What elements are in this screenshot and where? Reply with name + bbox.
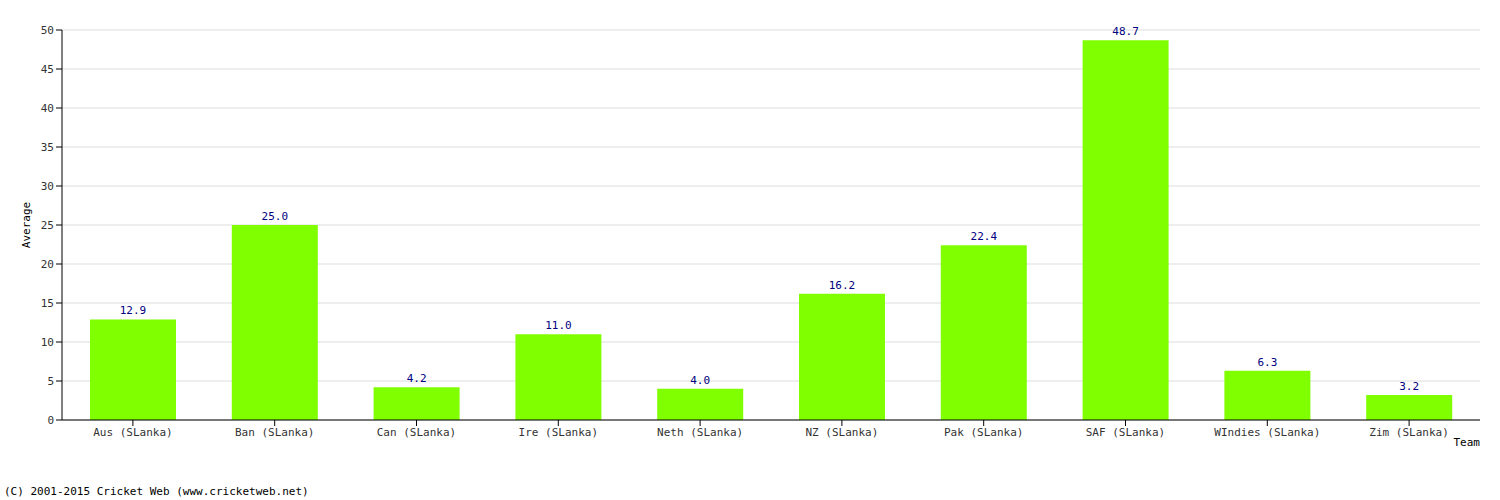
svg-text:12.9: 12.9 — [120, 304, 147, 317]
svg-text:25: 25 — [41, 219, 54, 232]
svg-text:6.3: 6.3 — [1257, 356, 1277, 369]
svg-text:Aus (SLanka): Aus (SLanka) — [93, 426, 172, 439]
svg-text:20: 20 — [41, 258, 54, 271]
svg-text:25.0: 25.0 — [262, 210, 289, 223]
svg-text:SAF (SLanka): SAF (SLanka) — [1086, 426, 1165, 439]
svg-text:Average: Average — [20, 202, 33, 248]
svg-text:4.2: 4.2 — [407, 372, 427, 385]
svg-text:Can (SLanka): Can (SLanka) — [377, 426, 456, 439]
svg-text:50: 50 — [41, 24, 54, 37]
svg-text:NZ (SLanka): NZ (SLanka) — [805, 426, 878, 439]
svg-text:16.2: 16.2 — [829, 279, 856, 292]
html-text:(C) 2001-2015 Cricket Web (www: (C) 2001-2015 Cricket Web (www.cricketwe… — [4, 485, 309, 498]
svg-text:22.4: 22.4 — [971, 230, 998, 243]
svg-text:45: 45 — [41, 63, 54, 76]
svg-text:Ire (SLanka): Ire (SLanka) — [519, 426, 598, 439]
svg-text:30: 30 — [41, 180, 54, 193]
svg-text:5: 5 — [47, 375, 54, 388]
svg-text:Neth (SLanka): Neth (SLanka) — [657, 426, 743, 439]
svg-text:3.2: 3.2 — [1399, 380, 1419, 393]
svg-text:35: 35 — [41, 141, 54, 154]
svg-text:4.0: 4.0 — [690, 374, 710, 387]
svg-text:48.7: 48.7 — [1112, 25, 1139, 38]
svg-text:40: 40 — [41, 102, 54, 115]
svg-text:Pak (SLanka): Pak (SLanka) — [944, 426, 1023, 439]
svg-text:0: 0 — [47, 414, 54, 427]
svg-text:Ban (SLanka): Ban (SLanka) — [235, 426, 314, 439]
svg-text:10: 10 — [41, 336, 54, 349]
html-text:Team: Team — [1453, 436, 1480, 449]
svg-text:WIndies (SLanka): WIndies (SLanka) — [1214, 426, 1320, 439]
svg-text:Zim (SLanka): Zim (SLanka) — [1369, 426, 1448, 439]
svg-text:15: 15 — [41, 297, 54, 310]
svg-text:11.0: 11.0 — [545, 319, 572, 332]
